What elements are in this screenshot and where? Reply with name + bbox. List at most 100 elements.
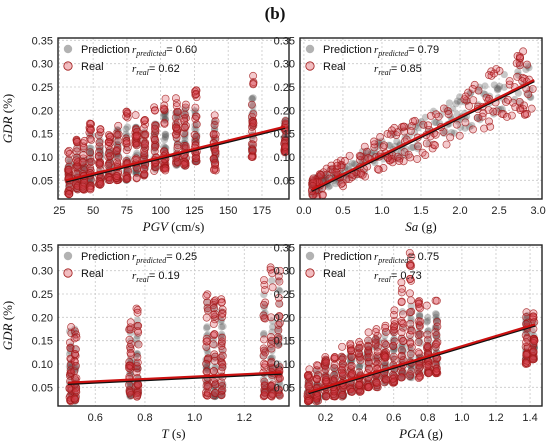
point-prediction xyxy=(324,183,333,191)
x-axis-var: Sa xyxy=(405,219,419,234)
point-real xyxy=(217,387,226,396)
y-tick-label: 0.05 xyxy=(32,175,53,187)
point-real xyxy=(261,348,270,357)
point-real xyxy=(217,378,226,387)
point-real xyxy=(322,392,331,401)
y-tick-label: 0.35 xyxy=(274,242,295,254)
point-prediction xyxy=(444,107,452,116)
point-prediction xyxy=(393,137,401,146)
x-tick-label: 75 xyxy=(121,205,133,217)
point-prediction xyxy=(475,87,483,95)
point-real xyxy=(416,317,425,326)
point-real xyxy=(399,122,408,131)
point-real xyxy=(268,269,277,278)
point-real xyxy=(444,110,453,119)
r-symbol: r xyxy=(132,270,137,282)
r-subscript: predicted xyxy=(377,49,409,58)
x-axis-unit: (s) xyxy=(169,426,186,441)
point-real xyxy=(211,147,220,156)
point-real xyxy=(348,387,357,396)
point-real xyxy=(173,107,182,116)
point-real xyxy=(426,111,435,120)
point-real xyxy=(337,368,346,377)
point-real xyxy=(414,338,423,347)
point-prediction xyxy=(173,161,181,169)
y-axis-unit: (%) xyxy=(0,301,15,324)
point-prediction xyxy=(449,105,457,113)
legend-label: Real xyxy=(81,268,104,280)
point-real xyxy=(70,394,79,403)
point-prediction xyxy=(260,329,268,338)
point-real xyxy=(316,171,325,180)
point-prediction xyxy=(429,107,438,115)
point-real xyxy=(275,385,284,394)
x-axis-var: PGV xyxy=(142,219,170,234)
point-real xyxy=(523,60,532,69)
point-real xyxy=(371,328,380,336)
point-real xyxy=(70,334,79,343)
point-real xyxy=(432,367,441,375)
panel-sa: 0.0 0.5 1.0 1.5 2.0 2.5 3.0 0.05 0.10 0.15 0.20 0.2… xyxy=(274,35,546,234)
point-real xyxy=(180,129,188,138)
point-real xyxy=(399,336,407,345)
plot-frame xyxy=(57,37,290,200)
x-tick-label: 0.6 xyxy=(88,412,103,424)
point-prediction xyxy=(453,97,462,105)
point-real xyxy=(388,158,397,167)
point-real xyxy=(125,388,134,397)
point-real xyxy=(422,139,431,148)
point-real xyxy=(150,124,159,133)
legend-marker-real xyxy=(63,61,73,71)
y-axis-label: GDR (%) xyxy=(0,301,15,350)
point-real xyxy=(492,65,501,73)
point-real xyxy=(95,142,104,151)
point-prediction xyxy=(356,363,364,371)
point-real xyxy=(529,312,538,321)
point-prediction xyxy=(203,324,211,332)
point-real xyxy=(260,377,269,386)
point-prediction xyxy=(345,162,353,170)
point-real xyxy=(141,130,150,139)
point-real xyxy=(126,318,135,327)
point-real xyxy=(423,362,432,371)
point-prediction xyxy=(331,370,339,378)
point-real xyxy=(469,125,477,134)
x-tick-label: 0.8 xyxy=(420,412,435,424)
point-real xyxy=(140,140,149,148)
point-real xyxy=(528,85,537,93)
point-prediction xyxy=(260,303,268,312)
x-axis-var: PGA xyxy=(398,426,424,441)
point-prediction xyxy=(193,120,201,128)
point-real xyxy=(304,382,313,391)
point-prediction xyxy=(123,123,132,131)
point-real xyxy=(364,342,373,351)
point-prediction xyxy=(415,311,424,319)
y-tick-label: 0.35 xyxy=(32,35,53,47)
point-prediction xyxy=(249,108,258,116)
point-prediction xyxy=(161,133,169,142)
point-real xyxy=(218,360,227,369)
r-value: = 0.25 xyxy=(166,251,197,263)
point-real xyxy=(160,118,169,127)
legend-r-value: rpredicted= 0.79 xyxy=(374,44,439,58)
point-real xyxy=(266,263,275,272)
point-real xyxy=(161,166,170,175)
y-tick-label: 0.30 xyxy=(274,59,295,71)
point-real xyxy=(362,147,371,156)
point-real xyxy=(141,116,150,125)
point-real xyxy=(330,364,339,372)
point-real xyxy=(104,161,113,170)
point-real xyxy=(259,311,268,320)
point-real xyxy=(395,157,404,165)
point-real xyxy=(485,117,493,126)
point-real xyxy=(132,131,141,140)
x-axis-label: Sa (g) xyxy=(405,219,436,234)
point-real xyxy=(114,121,123,130)
point-real xyxy=(218,313,227,322)
panel-pga: 0.2 0.4 0.6 0.8 1.0 1.2 1.4 0.05 0.10 0.15 0.20 0.2… xyxy=(274,242,543,441)
y-tick-label: 0.35 xyxy=(32,242,53,254)
x-axis-label: PGV (cm/s) xyxy=(142,219,205,234)
point-real xyxy=(260,359,269,368)
point-real xyxy=(86,126,95,135)
